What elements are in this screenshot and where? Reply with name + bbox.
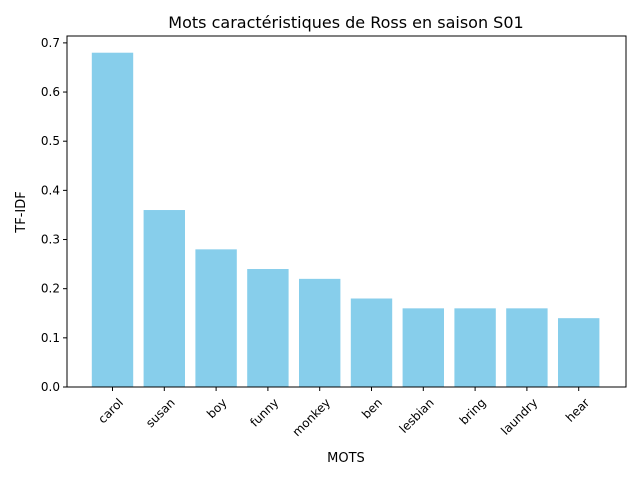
- bar-laundry: [506, 308, 548, 387]
- bar-ben: [350, 298, 393, 387]
- x-tick-label-lesbian: lesbian: [397, 396, 437, 436]
- y-tick-label: 0.4: [41, 183, 60, 197]
- bar-carol: [91, 52, 134, 388]
- y-tick-label: 0.5: [41, 134, 60, 148]
- axes-frame: [66, 35, 627, 388]
- bars-group: [91, 52, 600, 388]
- x-tick-label-laundry: laundry: [498, 396, 540, 438]
- x-tick-label-susan: susan: [143, 396, 178, 431]
- x-tick-label-carol: carol: [95, 396, 126, 427]
- y-tick-label: 0.1: [41, 331, 60, 345]
- bar-funny: [247, 269, 289, 387]
- x-tick-label-bring: bring: [457, 396, 489, 428]
- bar-lesbian: [402, 308, 444, 387]
- y-tick-label: 0.3: [41, 233, 60, 247]
- bar-bring: [454, 308, 496, 387]
- x-tick-label-funny: funny: [247, 396, 281, 430]
- x-tick-label-boy: boy: [204, 396, 230, 422]
- x-axis-label: MOTS: [327, 451, 365, 466]
- y-tick-label: 0.0: [41, 380, 60, 394]
- bar-hear: [558, 318, 600, 387]
- y-axis-label: TF-IDF: [14, 191, 29, 233]
- bar-susan: [143, 210, 185, 387]
- x-tick-label-hear: hear: [563, 396, 592, 425]
- chart-title: Mots caractéristiques de Ross en saison …: [168, 13, 523, 32]
- x-tick-label-monkey: monkey: [290, 396, 334, 440]
- y-tick-label: 0.2: [41, 282, 60, 296]
- y-tick-label: 0.6: [41, 85, 60, 99]
- x-axis: carol susan boy funny monkey ben lesbian bring l…: [95, 387, 592, 439]
- bar-monkey: [299, 278, 341, 387]
- x-tick-label-ben: ben: [359, 396, 385, 422]
- y-axis: 0.0 0.1 0.2 0.3 0.4 0.5 0.6 0.7: [41, 36, 67, 394]
- y-tick-label: 0.7: [41, 36, 60, 50]
- bar-boy: [195, 249, 237, 387]
